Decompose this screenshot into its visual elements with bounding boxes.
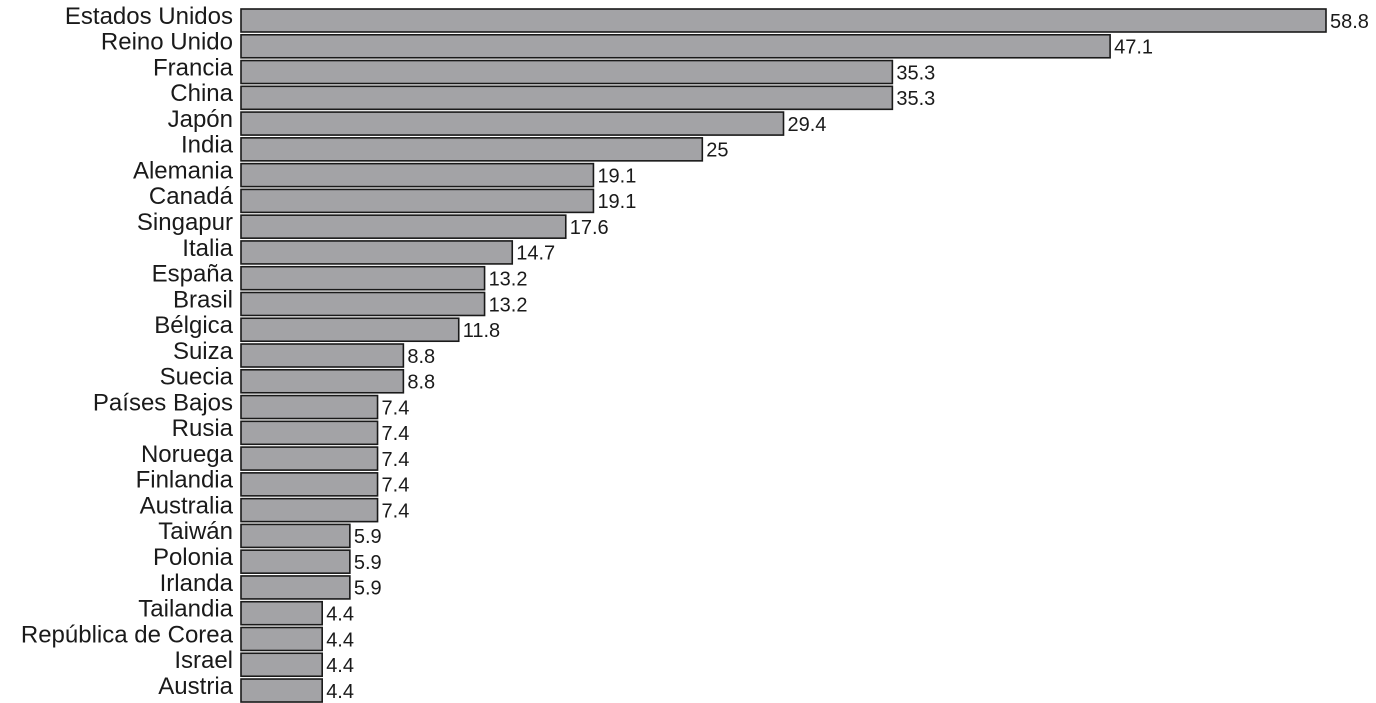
- value-label: 25: [706, 140, 728, 162]
- value-label: 8.8: [407, 372, 435, 394]
- bar: [240, 188, 595, 214]
- bar: [240, 240, 514, 265]
- bar: [240, 420, 379, 446]
- bar: [240, 137, 704, 162]
- category-label: India: [181, 132, 234, 159]
- value-label: 17.6: [570, 217, 609, 239]
- bar: [240, 317, 460, 343]
- bar: [240, 523, 351, 549]
- category-label: Brasil: [173, 286, 233, 313]
- value-label: 5.9: [354, 578, 382, 600]
- category-label: Finlandia: [136, 467, 234, 494]
- bar: [240, 626, 323, 652]
- value-label: 4.4: [326, 655, 354, 677]
- category-label: Suiza: [173, 338, 234, 365]
- category-label: Noruega: [141, 441, 234, 468]
- value-label: 14.7: [516, 243, 555, 265]
- value-label: 29.4: [788, 114, 827, 136]
- bar: [240, 678, 323, 703]
- category-label: Austria: [158, 673, 233, 700]
- category-label: Australia: [140, 492, 234, 519]
- bar: [240, 600, 323, 626]
- category-label: Canadá: [149, 183, 234, 210]
- value-label: 7.4: [382, 397, 410, 419]
- bar: [240, 291, 486, 317]
- category-label: Países Bajos: [93, 389, 233, 416]
- bar: [240, 652, 323, 678]
- category-label: Irlanda: [160, 570, 234, 597]
- value-label: 47.1: [1114, 37, 1153, 59]
- value-label: 19.1: [597, 191, 636, 213]
- value-label: 19.1: [597, 165, 636, 187]
- bar: [240, 8, 1327, 33]
- category-label: República de Corea: [21, 621, 234, 648]
- bar: [240, 111, 785, 136]
- bar: [240, 343, 405, 368]
- category-label: Italia: [182, 235, 233, 262]
- category-label: Alemania: [133, 157, 234, 184]
- category-label: Polonia: [153, 544, 234, 571]
- bar: [240, 472, 379, 497]
- category-label: Estados Unidos: [65, 3, 233, 30]
- category-label: Tailandia: [138, 596, 233, 623]
- category-label: Bélgica: [154, 312, 233, 339]
- value-label: 7.4: [382, 500, 410, 522]
- value-label: 5.9: [354, 526, 382, 548]
- category-label: España: [152, 261, 234, 288]
- value-label: 4.4: [326, 681, 354, 703]
- category-label: Israel: [174, 647, 233, 674]
- value-label: 4.4: [326, 603, 354, 625]
- bar: [240, 549, 351, 574]
- value-label: 7.4: [382, 423, 410, 445]
- value-label: 35.3: [896, 88, 935, 110]
- category-label: Rusia: [172, 415, 234, 442]
- category-label: Suecia: [160, 364, 234, 391]
- value-label: 8.8: [407, 346, 435, 368]
- category-label: China: [170, 80, 233, 107]
- bar: [240, 162, 595, 188]
- bar: [240, 368, 405, 394]
- value-label: 7.4: [382, 449, 410, 471]
- category-label: Taiwán: [158, 518, 233, 545]
- value-label: 13.2: [489, 294, 528, 316]
- bar: [240, 85, 894, 111]
- category-label: Francia: [153, 54, 234, 81]
- bar: [240, 575, 351, 600]
- bar: [240, 33, 1111, 59]
- bar: [240, 497, 379, 523]
- category-label: Singapur: [137, 209, 233, 236]
- category-label: Japón: [168, 106, 233, 133]
- value-label: 35.3: [896, 62, 935, 84]
- value-label: 13.2: [489, 268, 528, 290]
- bar: [240, 265, 486, 291]
- bar: [240, 59, 894, 85]
- value-label: 11.8: [463, 320, 500, 342]
- bar: [240, 394, 379, 420]
- category-label: Reino Unido: [101, 29, 233, 56]
- bar: [240, 214, 567, 239]
- value-label: 4.4: [326, 629, 354, 651]
- value-label: 5.9: [354, 552, 382, 574]
- value-label: 58.8: [1330, 11, 1369, 33]
- bar: [240, 446, 379, 471]
- value-label: 7.4: [382, 475, 410, 497]
